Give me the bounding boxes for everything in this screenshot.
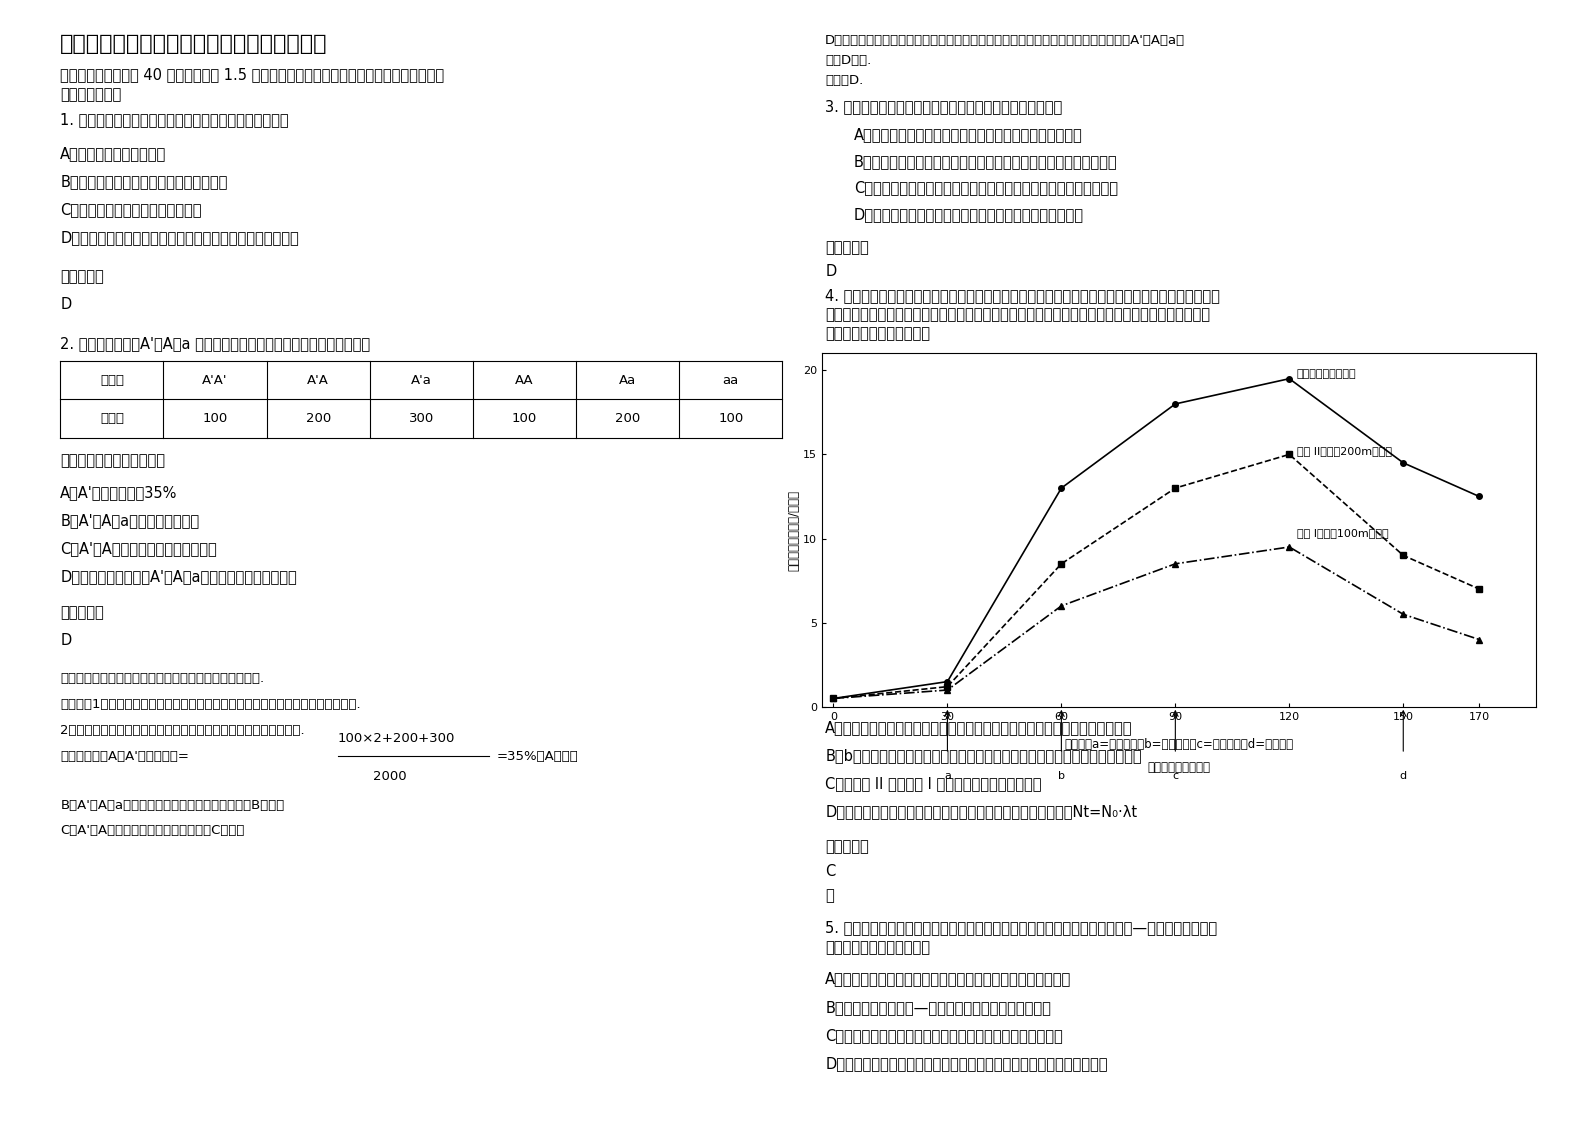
Text: 1. 下列关于生物膜的叙述中，不正确的一项是　　（　）: 1. 下列关于生物膜的叙述中，不正确的一项是 （ ） (60, 112, 289, 127)
Text: 个体数: 个体数 (100, 412, 124, 425)
Text: 图所示。下列叙述错误的是: 图所示。下列叙述错误的是 (825, 327, 930, 341)
Text: 曲线 II（每隔200m设桩）: 曲线 II（每隔200m设桩） (1297, 447, 1392, 456)
Text: 100: 100 (203, 412, 227, 425)
Text: 参考答案：: 参考答案： (825, 839, 870, 854)
Text: C．与曲线 II 相比曲线 I 所示环境中猛禽的密度更小: C．与曲线 II 相比曲线 I 所示环境中猛禽的密度更小 (825, 776, 1041, 791)
Text: 2000: 2000 (373, 770, 406, 783)
Text: 参考答案：: 参考答案： (60, 269, 105, 284)
Text: C．生物膜的功能特性是选择透过性: C．生物膜的功能特性是选择透过性 (60, 202, 202, 217)
Text: =35%，A正确；: =35%，A正确； (497, 749, 579, 763)
Text: 4. 为防治农田鼠害，研究人员选样若干大小相似、开放的大豆田，在边界上每隔一定距离设置适宜高: 4. 为防治农田鼠害，研究人员选样若干大小相似、开放的大豆田，在边界上每隔一定距… (825, 288, 1220, 303)
Text: B．孟德尔用豌豆做实验发现了两大遗传定律但没有提出基因的概念: B．孟德尔用豌豆做实验发现了两大遗传定律但没有提出基因的概念 (854, 154, 1117, 168)
Text: 参考答案：: 参考答案： (825, 240, 870, 255)
Text: 题目要求的。）: 题目要求的。） (60, 88, 122, 102)
Text: AA: AA (516, 374, 533, 387)
Text: D．大豆田中田鼠的种群数量增长方式的数学模型总体上不符合Nt=N₀·λt: D．大豆田中田鼠的种群数量增长方式的数学模型总体上不符合Nt=N₀·λt (825, 804, 1138, 819)
Text: 基因型: 基因型 (100, 374, 124, 387)
Text: 略: 略 (825, 889, 835, 903)
Y-axis label: 田鼠种群密度（只/公顷）: 田鼠种群密度（只/公顷） (787, 489, 800, 571)
Text: D．患者血浆中含有的蛋白质的量比组织液和淋巴中含有的蛋白质的量多: D．患者血浆中含有的蛋白质的量比组织液和淋巴中含有的蛋白质的量多 (825, 1056, 1108, 1070)
Text: A．膜的基本骨架是脂双层: A．膜的基本骨架是脂双层 (60, 146, 167, 160)
Text: 【解答】解；A、A'的基因频率=: 【解答】解；A、A'的基因频率= (60, 749, 189, 763)
Text: 3. 下列关于生物科学史的相关叙述，错误的是（　　　　）: 3. 下列关于生物科学史的相关叙述，错误的是（ ） (825, 99, 1062, 113)
Text: 100: 100 (513, 412, 536, 425)
Text: aa: aa (722, 374, 740, 387)
Text: 200: 200 (616, 412, 640, 425)
Text: 2. 某小鼠群体中，A'、A、a 互为等位基因，该种群基因型及个体数如表：: 2. 某小鼠群体中，A'、A、a 互为等位基因，该种群基因型及个体数如表： (60, 337, 370, 351)
Text: A'a: A'a (411, 374, 432, 387)
Text: C: C (825, 864, 835, 879)
Text: B．A'、A、a是基因突变的结果: B．A'、A、a是基因突变的结果 (60, 513, 200, 527)
Text: A．A'的基因频率是35%: A．A'的基因频率是35% (60, 485, 178, 499)
Text: 300: 300 (409, 412, 433, 425)
Text: 故选：D.: 故选：D. (825, 74, 863, 88)
Text: 参考答案：: 参考答案： (60, 605, 105, 619)
Text: A．患者血浆蛋白经尿液流失而使血浆渗透压下降引起尿量减少: A．患者血浆蛋白经尿液流失而使血浆渗透压下降引起尿量减少 (825, 972, 1071, 986)
Text: 曲线 I（每隔100m设桩）: 曲线 I（每隔100m设桩） (1297, 528, 1389, 539)
Text: B．患者体内形成抗原—抗体复合物的场所是在细胞基质: B．患者体内形成抗原—抗体复合物的场所是在细胞基质 (825, 1000, 1051, 1014)
Text: 下列说法错误的是（　　）: 下列说法错误的是（ ） (60, 453, 165, 468)
Text: D．拜尔通过实验证明胚芽鞘的弯曲生长是由生长素引起的: D．拜尔通过实验证明胚芽鞘的弯曲生长是由生长素引起的 (854, 208, 1084, 222)
Text: B．b点以后田鼠种群密度大幅度上升，其可能的原因是株冠形成有利于躲避天敌: B．b点以后田鼠种群密度大幅度上升，其可能的原因是株冠形成有利于躲避天敌 (825, 748, 1143, 763)
Text: b: b (1059, 771, 1065, 781)
Text: D．高尔基体膜和细胞膜既是单层膜又是结构上具有直接联系: D．高尔基体膜和细胞膜既是单层膜又是结构上具有直接联系 (60, 230, 298, 245)
Text: A．该生态系统中田鼠的种群密度是由出生率和死亡率、迁入率和迁出率决定的: A．该生态系统中田鼠的种群密度是由出生率和死亡率、迁入率和迁出率决定的 (825, 720, 1133, 735)
Text: C、A'和A的根本区别是碱基序列不同，C正确；: C、A'和A的根本区别是碱基序列不同，C正确； (60, 824, 244, 837)
Text: C．A'和A的根本区别是碱基序列不同: C．A'和A的根本区别是碱基序列不同 (60, 541, 217, 555)
Text: C．患者流失的血浆蛋白经肾小管可通过主动运输方式重吸收: C．患者流失的血浆蛋白经肾小管可通过主动运输方式重吸收 (825, 1028, 1063, 1042)
Text: a: a (944, 771, 951, 781)
Text: C．现代生物进化理论认为，自然选择导致种群基因频率的定向改变: C．现代生物进化理论认为，自然选择导致种群基因频率的定向改变 (854, 181, 1117, 195)
Text: D: D (60, 297, 71, 312)
Text: 100×2+200+300: 100×2+200+300 (338, 732, 455, 745)
Text: 因，D错误.: 因，D错误. (825, 54, 871, 67)
Text: D．该小鼠群体所有的A'、A、a基因，构成小鼠的基因库: D．该小鼠群体所有的A'、A、a基因，构成小鼠的基因库 (60, 569, 297, 583)
Text: D: D (60, 633, 71, 647)
Text: A'A: A'A (308, 374, 329, 387)
Text: 空白对照（不设桩）: 空白对照（不设桩） (1297, 369, 1357, 378)
Text: 2、一个种群中全部个体所含有的全部基因，叫做这个种群的基因库.: 2、一个种群中全部个体所含有的全部基因，叫做这个种群的基因库. (60, 724, 305, 737)
Text: 一、选择题（本题共 40 小题，每小题 1.5 分。在每小题给出的四个选项中，只有一项是符合: 一、选择题（本题共 40 小题，每小题 1.5 分。在每小题给出的四个选项中，只… (60, 67, 444, 82)
Text: 蛋白尿。下列叙述正确的是: 蛋白尿。下列叙述正确的是 (825, 940, 930, 955)
Text: 5. 有一种肾小球炎症由溶血性链球菌感染所致，体检会发现患者体内存在抗原—抗体复合物并出现: 5. 有一种肾小球炎症由溶血性链球菌感染所致，体检会发现患者体内存在抗原—抗体复… (825, 920, 1217, 935)
Text: 安徽省宣城市家朋中学高三生物测试题含解析: 安徽省宣城市家朋中学高三生物测试题含解析 (60, 34, 329, 54)
Text: 【考点】现代生物进化理论的主要内容；基因频率的变化.: 【考点】现代生物进化理论的主要内容；基因频率的变化. (60, 672, 265, 686)
X-axis label: 设桩后的时间（天）: 设桩后的时间（天） (1147, 761, 1211, 773)
Text: （时间点a=大豆萌发；b=株冠形成；c=开花结实；d=枯株　）: （时间点a=大豆萌发；b=株冠形成；c=开花结实；d=枯株 ） (1065, 738, 1293, 752)
Text: 100: 100 (719, 412, 743, 425)
Text: A．萨顿利用类比推理的方法得出基因位于染色体上的推论: A．萨顿利用类比推理的方法得出基因位于染色体上的推论 (854, 127, 1082, 141)
Text: 度的模拟树桩，为肉食性猛禽提供栖息场所。设桩一段时间后，测得大豆田中田鼠种群密度的变化如: 度的模拟树桩，为肉食性猛禽提供栖息场所。设桩一段时间后，测得大豆田中田鼠种群密度… (825, 307, 1211, 322)
Text: 【分析】1、基因频率：指在一个种群基因库中，某个基因占全部等位基因数的比率.: 【分析】1、基因频率：指在一个种群基因库中，某个基因占全部等位基因数的比率. (60, 698, 360, 711)
Text: A'A': A'A' (202, 374, 229, 387)
Text: D、一个种群中全部个体所含有的全部基因，叫做这个种群的基因库，不仅仅是所有的A'、A、a基: D、一个种群中全部个体所含有的全部基因，叫做这个种群的基因库，不仅仅是所有的A'… (825, 34, 1185, 47)
Text: B、A'、A、a互为等位基因，是基因突变的结果，B正确；: B、A'、A、a互为等位基因，是基因突变的结果，B正确； (60, 799, 284, 812)
Text: c: c (1173, 771, 1179, 781)
Text: Aa: Aa (619, 374, 636, 387)
Text: 200: 200 (306, 412, 330, 425)
Text: D: D (825, 264, 836, 278)
Text: d: d (1400, 771, 1406, 781)
Text: B．生物膜的结构特点是具有一定的流动性: B．生物膜的结构特点是具有一定的流动性 (60, 174, 227, 188)
